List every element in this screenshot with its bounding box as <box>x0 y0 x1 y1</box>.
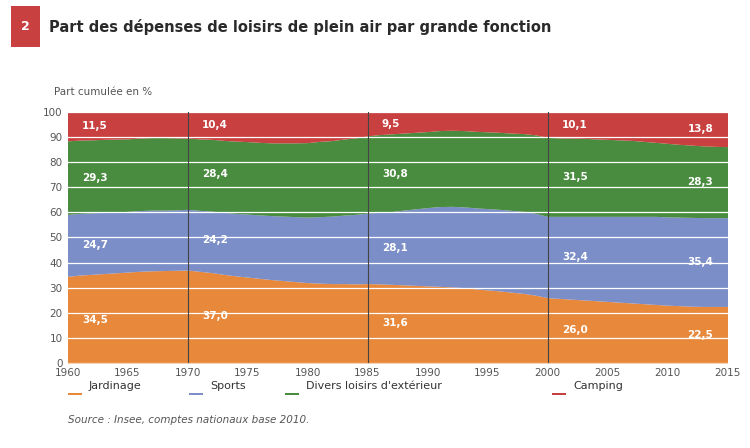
Text: 2: 2 <box>21 20 30 33</box>
Text: 31,5: 31,5 <box>562 172 588 182</box>
Bar <box>285 393 299 395</box>
Text: Jardinage: Jardinage <box>88 381 141 391</box>
Text: 29,3: 29,3 <box>82 172 107 183</box>
Text: 28,1: 28,1 <box>382 243 408 254</box>
Text: 28,3: 28,3 <box>687 177 713 187</box>
Text: 31,6: 31,6 <box>382 318 408 328</box>
Text: 11,5: 11,5 <box>82 121 108 131</box>
Text: Camping: Camping <box>573 381 623 391</box>
Text: 30,8: 30,8 <box>382 169 408 180</box>
Text: 24,2: 24,2 <box>202 235 228 245</box>
Text: 32,4: 32,4 <box>562 252 588 262</box>
FancyBboxPatch shape <box>11 6 40 47</box>
Text: 37,0: 37,0 <box>202 311 228 322</box>
Text: 9,5: 9,5 <box>382 119 400 129</box>
Bar <box>552 393 566 395</box>
Text: 28,4: 28,4 <box>202 169 228 179</box>
Text: 22,5: 22,5 <box>687 330 713 340</box>
Text: 35,4: 35,4 <box>687 257 713 267</box>
Text: 26,0: 26,0 <box>562 325 588 335</box>
Text: Sports: Sports <box>210 381 246 391</box>
Bar <box>68 393 82 395</box>
Text: 34,5: 34,5 <box>82 314 108 325</box>
Text: Divers loisirs d'extérieur: Divers loisirs d'extérieur <box>306 381 442 391</box>
Text: 10,4: 10,4 <box>202 120 228 130</box>
Text: Source : Insee, comptes nationaux base 2010.: Source : Insee, comptes nationaux base 2… <box>68 415 309 425</box>
Text: 13,8: 13,8 <box>687 124 713 134</box>
Text: Part des dépenses de loisirs de plein air par grande fonction: Part des dépenses de loisirs de plein ai… <box>49 19 551 34</box>
Bar <box>189 393 203 395</box>
Text: 24,7: 24,7 <box>82 240 108 250</box>
Text: 10,1: 10,1 <box>562 120 588 129</box>
Text: Part cumulée en %: Part cumulée en % <box>54 87 152 97</box>
